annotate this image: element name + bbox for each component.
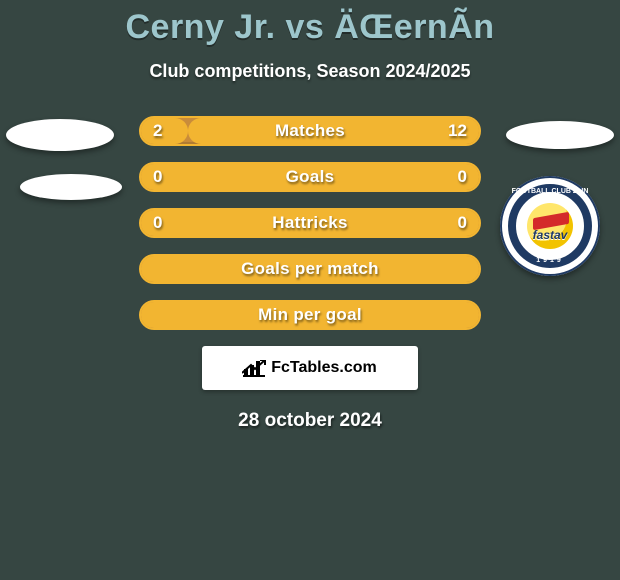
arrow-icon: [242, 360, 266, 374]
watermark: FcTables.com: [202, 346, 418, 390]
stat-bar-label: Goals per match: [241, 259, 379, 279]
stat-bar-fill-left: [141, 118, 188, 144]
stat-bar-label: Goals: [286, 167, 335, 187]
stat-bar-label: Hattricks: [272, 213, 347, 233]
date-line: 28 october 2024: [0, 410, 620, 432]
stat-bar-label: Min per goal: [258, 305, 362, 325]
stat-bar-value-right: 0: [458, 164, 467, 190]
player-right-badge-1: [506, 121, 614, 149]
watermark-text: FcTables.com: [271, 359, 377, 377]
crest-top-text: FOOTBALL CLUB ZLIN: [500, 188, 600, 195]
subtitle: Club competitions, Season 2024/2025: [0, 61, 620, 82]
crest-wordmark: fastav: [500, 228, 600, 242]
stat-bar-value-left: 0: [153, 210, 162, 236]
stat-bar: Matches 2 12: [139, 116, 481, 146]
comparison-stage: FOOTBALL CLUB ZLIN fastav 1919 Matches 2 1…: [0, 116, 620, 432]
stat-bar-label: Matches: [275, 121, 345, 141]
stat-bar: Hattricks 0 0: [139, 208, 481, 238]
crest-year: 1919: [500, 257, 600, 264]
club-crest: FOOTBALL CLUB ZLIN fastav 1919: [500, 176, 600, 276]
stat-bars: Matches 2 12 Goals 0 0 Hattricks 0 0 Goals per ma…: [139, 116, 481, 330]
player-left-badge-1: [6, 119, 114, 151]
stat-bar-value-left: 0: [153, 164, 162, 190]
stat-bar: Goals 0 0: [139, 162, 481, 192]
chart-icon: [243, 359, 265, 377]
player-left-badge-2: [20, 174, 122, 200]
stat-bar: Min per goal: [139, 300, 481, 330]
crest-ball-icon: [527, 203, 573, 249]
page-title: Cerny Jr. vs ÄŒernÃ­n: [0, 0, 620, 47]
stat-bar-value-left: 2: [153, 118, 162, 144]
stat-bar-value-right: 0: [458, 210, 467, 236]
stat-bar: Goals per match: [139, 254, 481, 284]
stat-bar-value-right: 12: [448, 118, 467, 144]
